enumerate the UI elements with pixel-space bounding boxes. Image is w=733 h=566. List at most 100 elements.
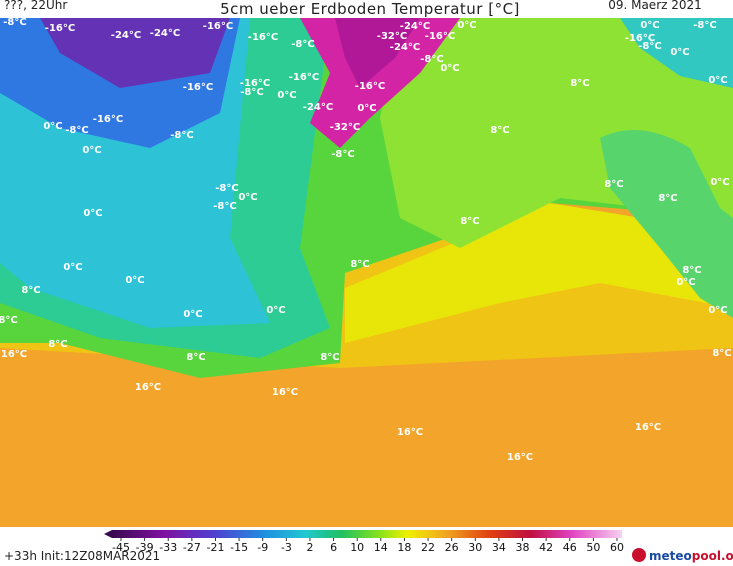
tick-label: 50 xyxy=(586,541,600,554)
logo-b: pool.org xyxy=(692,549,733,563)
tick-label: 2 xyxy=(306,541,313,554)
tick-label: 6 xyxy=(330,541,337,554)
temp-label: -24°C xyxy=(150,28,180,39)
temp-label: -8°C xyxy=(420,54,443,65)
region xyxy=(345,203,733,343)
temp-label: 0°C xyxy=(63,262,82,273)
logo: meteopool.org xyxy=(649,549,733,563)
tick-label: 42 xyxy=(539,541,553,554)
temp-label: 8°C xyxy=(186,352,205,363)
temp-label: 0°C xyxy=(710,177,729,188)
tick-label: -15 xyxy=(230,541,248,554)
temp-label: 0°C xyxy=(440,63,459,74)
tick-label: 26 xyxy=(445,541,459,554)
tick-label: 34 xyxy=(492,541,506,554)
temp-label: 8°C xyxy=(21,285,40,296)
temp-label: 0°C xyxy=(238,192,257,203)
temp-label: 8°C xyxy=(350,259,369,270)
logo-a: meteo xyxy=(649,549,692,563)
greenland xyxy=(300,18,460,148)
temp-label: -16°C xyxy=(355,81,385,92)
temp-label: -24°C xyxy=(390,42,420,53)
temp-label: 8°C xyxy=(48,339,67,350)
temp-label: 8°C xyxy=(320,352,339,363)
temp-label: 0°C xyxy=(640,20,659,31)
logo-icon xyxy=(632,548,646,562)
temp-label: -16°C xyxy=(248,32,278,43)
temp-label: -8°C xyxy=(170,130,193,141)
tick-label: -3 xyxy=(281,541,292,554)
temp-label: 8°C xyxy=(712,348,731,359)
tick-label: -21 xyxy=(206,541,224,554)
region xyxy=(40,18,230,88)
map-title: 5cm ueber Erdboden Temperatur [°C] xyxy=(220,0,520,18)
run-time: ???, 22Uhr xyxy=(4,0,67,12)
temp-label: 0°C xyxy=(708,305,727,316)
temp-label: 16°C xyxy=(135,382,161,393)
temp-label: 0°C xyxy=(183,309,202,320)
temp-label: -24°C xyxy=(400,21,430,32)
temp-label: -8°C xyxy=(240,87,263,98)
temp-label: -24°C xyxy=(303,102,333,113)
map-date: 09. Maerz 2021 xyxy=(608,0,702,12)
temp-label: 16°C xyxy=(635,422,661,433)
temp-label: 0°C xyxy=(670,47,689,58)
temp-label: 8°C xyxy=(570,78,589,89)
temp-label: -8°C xyxy=(638,41,661,52)
temp-label: 8°C xyxy=(490,125,509,136)
temp-label: -24°C xyxy=(111,30,141,41)
temp-label: -32°C xyxy=(377,31,407,42)
temp-label: 16°C xyxy=(397,427,423,438)
colorbar-arrow xyxy=(104,530,112,538)
tick-label: 18 xyxy=(397,541,411,554)
tick-label: 60 xyxy=(610,541,624,554)
temp-label: 0°C xyxy=(357,103,376,114)
temp-label: 0°C xyxy=(125,275,144,286)
tick-label: -39 xyxy=(136,541,154,554)
temp-label: -8°C xyxy=(3,17,26,28)
temp-label: 0°C xyxy=(457,20,476,31)
region xyxy=(600,130,733,318)
temp-label: -16°C xyxy=(289,72,319,83)
tick-label: 10 xyxy=(350,541,364,554)
region xyxy=(620,18,733,88)
temp-label: -16°C xyxy=(203,21,233,32)
temp-label: 8°C xyxy=(682,265,701,276)
tick-label: 30 xyxy=(468,541,482,554)
labels: -8°C-16°C-24°C -24°C-16°C-16°C-8°C-24°C-3… xyxy=(0,17,732,463)
tick-label: 46 xyxy=(563,541,577,554)
tick-label: 22 xyxy=(421,541,435,554)
temp-label: 16°C xyxy=(507,452,533,463)
greenland-core xyxy=(335,18,420,88)
temp-label: -16°C xyxy=(240,78,270,89)
temp-label: 0°C xyxy=(83,208,102,219)
temp-label: -8°C xyxy=(213,201,236,212)
temp-label: 8°C xyxy=(0,315,18,326)
map xyxy=(0,18,733,527)
temp-label: -8°C xyxy=(331,149,354,160)
temp-label: 8°C xyxy=(658,193,677,204)
colorbar-ticks: -45 -39 -33 -27 -21 -15 -9 -3 2 6 10 14 18 22 26 30 34 38… xyxy=(112,538,624,554)
temp-label: 0°C xyxy=(708,75,727,86)
colorbar xyxy=(112,530,622,538)
temp-label: 0°C xyxy=(43,121,62,132)
temp-label: -16°C xyxy=(625,33,655,44)
temp-label: -8°C xyxy=(215,183,238,194)
temp-label: 0°C xyxy=(266,305,285,316)
temp-label: -16°C xyxy=(425,31,455,42)
init-time: +33h Init:12Z08MAR2021 xyxy=(4,549,160,563)
temp-label: 16°C xyxy=(1,349,27,360)
tick-label: 38 xyxy=(516,541,530,554)
temp-label: 16°C xyxy=(272,387,298,398)
temp-label: -16°C xyxy=(183,82,213,93)
temp-label: 0°C xyxy=(676,277,695,288)
temp-label: -8°C xyxy=(65,125,88,136)
tick-label: -45 xyxy=(112,541,130,554)
temp-label: 0°C xyxy=(82,145,101,156)
tick-label: 14 xyxy=(374,541,388,554)
temp-label: -16°C xyxy=(45,23,75,34)
temp-label: -16°C xyxy=(93,114,123,125)
temp-label: 0°C xyxy=(277,90,296,101)
tick-label: -9 xyxy=(257,541,268,554)
